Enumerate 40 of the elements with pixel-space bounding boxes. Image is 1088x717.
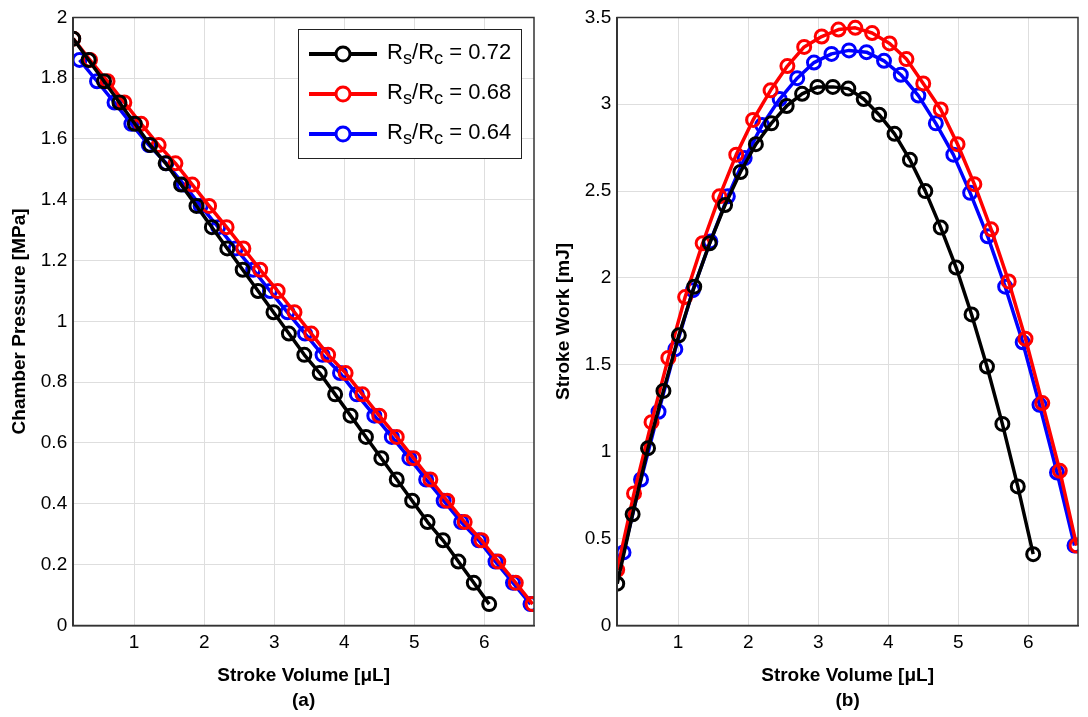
y-tick-label: 0.2 <box>40 552 68 574</box>
y-tick-label: 2 <box>56 5 68 27</box>
y-tick-label: 3.5 <box>584 5 612 27</box>
y-tick-label: 0 <box>600 613 612 635</box>
y-tick-label: 1.5 <box>584 353 612 375</box>
y-tick-label: 1 <box>56 309 68 331</box>
y-tick-label: 2 <box>600 266 612 288</box>
y-tick-label: 0.6 <box>40 431 68 453</box>
x-tick-label: 6 <box>1022 631 1034 653</box>
text: (b) <box>835 688 860 710</box>
x-tick-label: 3 <box>812 631 824 653</box>
x-tick-label: 1 <box>128 631 140 653</box>
y-tick-label: 0 <box>56 613 68 635</box>
x-axis-title: Stroke Volume [μL] <box>761 663 934 685</box>
x-tick-label: 6 <box>478 631 490 653</box>
y-tick-label: 0.4 <box>40 492 68 514</box>
legend-label: R$_{s}$/R$_{c}$ = 0.72 <box>387 39 512 70</box>
y-tick-label: 0.8 <box>40 370 68 392</box>
x-axis-title: Stroke Volume [μL] <box>217 663 390 685</box>
x-tick-label: 4 <box>338 631 350 653</box>
y-tick-label: 1.2 <box>40 248 68 270</box>
x-tick-label: 1 <box>672 631 684 653</box>
y-tick-label: 1.4 <box>40 188 68 210</box>
y-tick-label: 1 <box>600 439 612 461</box>
y-tick-label: 2.5 <box>584 179 612 201</box>
x-tick-label: 2 <box>742 631 754 653</box>
y-tick-label: 1.8 <box>40 66 68 88</box>
y-tick-label: 0.5 <box>584 526 612 548</box>
y-axis-title: Chamber Pressure [MPa] <box>7 208 29 435</box>
y-tick-label: 3 <box>600 92 612 114</box>
x-tick-label: 5 <box>408 631 420 653</box>
y-tick-label: 1.6 <box>40 127 68 149</box>
x-tick-label: 2 <box>198 631 210 653</box>
legend-label: R$_{s}$/R$_{c}$ = 0.68 <box>387 79 512 110</box>
legend-label: R$_{s}$/R$_{c}$ = 0.64 <box>387 119 512 150</box>
x-tick-label: 4 <box>882 631 894 653</box>
text: (a) <box>291 688 316 710</box>
y-axis-title: Stroke Work [mJ] <box>551 242 573 400</box>
x-tick-label: 5 <box>952 631 964 653</box>
x-tick-label: 3 <box>268 631 280 653</box>
